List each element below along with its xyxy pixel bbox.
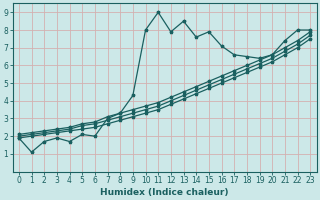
X-axis label: Humidex (Indice chaleur): Humidex (Indice chaleur): [100, 188, 229, 197]
